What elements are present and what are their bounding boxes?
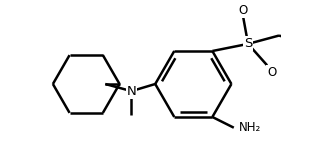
Text: N: N [127,85,136,98]
Text: O: O [239,4,248,17]
Text: S: S [244,37,252,50]
Text: NH₂: NH₂ [238,121,261,134]
Text: O: O [267,66,276,79]
